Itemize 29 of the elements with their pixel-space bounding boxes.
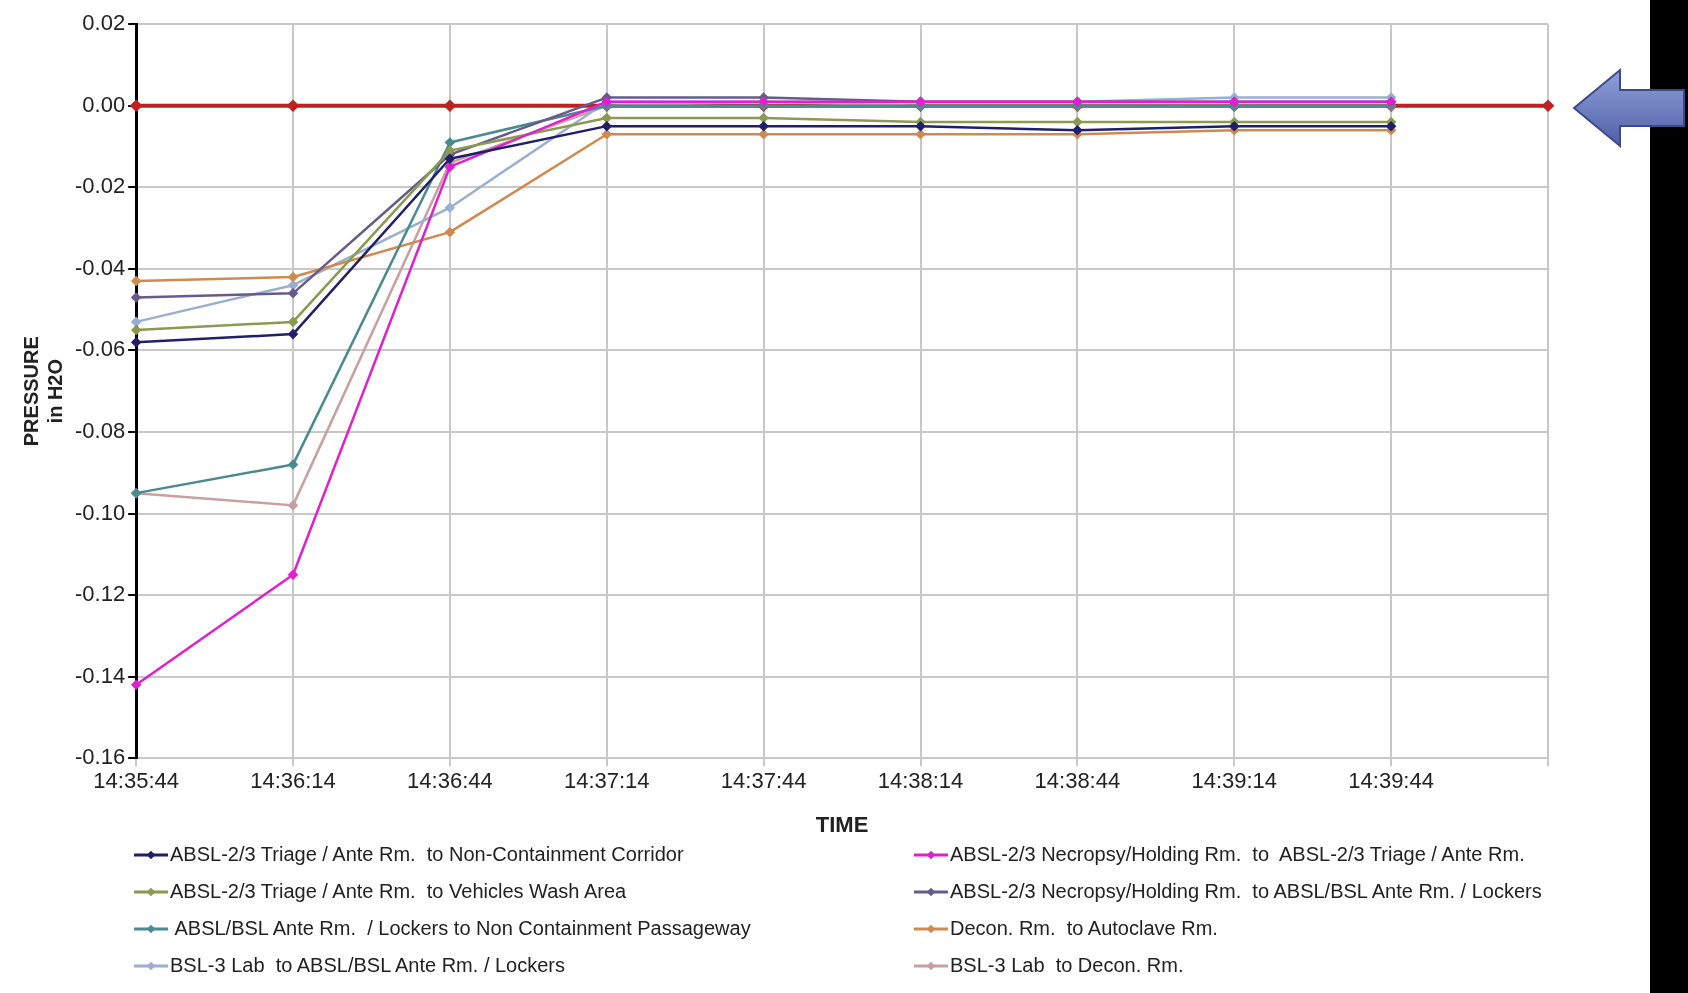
y-tick-label: 0.02: [82, 10, 126, 36]
y-tick-label: -0.04: [74, 254, 126, 280]
x-tick-label: 14:36:44: [407, 768, 493, 794]
y-tick-label: -0.10: [74, 499, 126, 525]
legend-label: ABSL-2/3 Necropsy/Holding Rm. to ABSL-2/3 Triage / Ante Rm.: [950, 843, 1525, 866]
y-tick-label: 0.00: [82, 91, 126, 117]
y-tick-label: -0.16: [74, 744, 126, 770]
legend-label: BSL-3 Lab to ABSL/BSL Ante Rm. / Lockers: [170, 954, 566, 977]
y-tick-label: -0.12: [74, 581, 126, 607]
legend-label: ABSL/BSL Ante Rm. / Lockers to Non Containment Passageway: [173, 917, 751, 940]
legend-label: ABSL-2/3 Triage / Ante Rm. to Non-Containment Corridor: [170, 843, 684, 866]
y-tick-label: -0.06: [74, 336, 126, 362]
x-tick-label: 14:35:44: [93, 768, 179, 794]
x-tick-label: 14:37:44: [720, 768, 807, 794]
legend-label: ABSL-2/3 Necropsy/Holding Rm. to ABSL/BSL Ante Rm. / Lockers: [950, 880, 1542, 903]
x-tick-label: 14:39:44: [1348, 768, 1434, 794]
y-axis-title: PRESSURE in H2O: [19, 336, 66, 447]
x-tick-label: 14:38:14: [877, 768, 964, 794]
legend-label: ABSL-2/3 Triage / Ante Rm. to Vehicles Wash Area: [170, 880, 627, 903]
x-tick-label: 14:39:14: [1191, 768, 1278, 794]
x-tick-label: 14:36:14: [250, 768, 336, 794]
x-axis-title: TIME: [815, 811, 869, 837]
legend-label: Decon. Rm. to Autoclave Rm.: [950, 917, 1218, 940]
legend-label: BSL-3 Lab to Decon. Rm.: [950, 954, 1184, 977]
x-tick-label: 14:38:44: [1034, 768, 1121, 794]
y-tick-label: -0.02: [74, 173, 126, 199]
y-tick-label: -0.08: [74, 418, 126, 444]
y-tick-label: -0.14: [74, 662, 126, 688]
x-tick-label: 14:37:14: [563, 768, 650, 794]
